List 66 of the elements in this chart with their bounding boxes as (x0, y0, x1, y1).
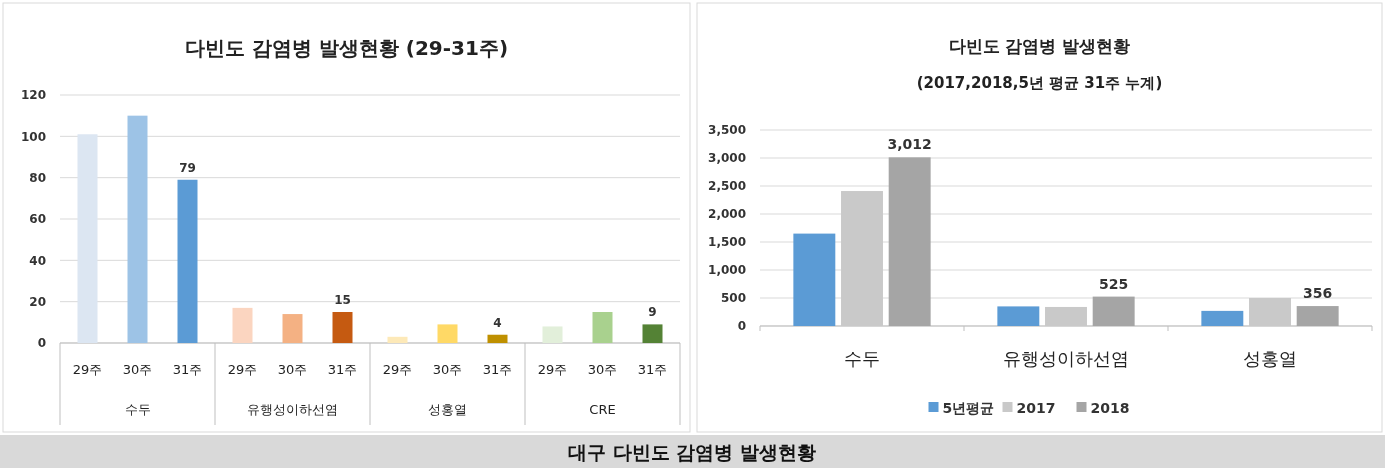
y-tick-label: 20 (29, 294, 46, 309)
text: 29주 (382, 362, 413, 377)
y-tick-label: 3,000 (708, 151, 746, 166)
bar (793, 233, 836, 326)
data-label: 15 (334, 293, 351, 307)
bar (437, 324, 458, 343)
bar (1296, 306, 1339, 326)
bar (232, 307, 253, 343)
text: 31주 (482, 362, 513, 377)
y-tick-label: 2,000 (708, 207, 746, 222)
y-tick-label: 40 (29, 253, 46, 268)
legend-label: 2018 (1090, 399, 1130, 416)
bar (387, 336, 408, 343)
chart-title: 다빈도 감염병 발생현황 (29-31주) (184, 36, 509, 60)
text: 31주 (172, 362, 203, 377)
bar (542, 326, 563, 343)
x-tick-label: 성홍열 (428, 402, 467, 417)
y-tick-label: 0 (737, 319, 746, 334)
data-label: 3,012 (887, 136, 932, 153)
chart-title: 다빈도 감염병 발생현황 (948, 36, 1131, 56)
bar (1201, 310, 1244, 326)
bar (282, 314, 303, 343)
y-tick-label: 60 (29, 212, 46, 227)
text: 30주 (587, 362, 618, 377)
bar (1092, 296, 1135, 326)
bar (888, 157, 931, 326)
text: 대구 다빈도 감염병 발생현황 (568, 441, 816, 463)
bar (177, 179, 198, 343)
y-tick-label: 500 (720, 291, 746, 306)
legend-label: 2017 (1016, 399, 1056, 416)
y-tick-label: 1,000 (708, 263, 746, 278)
y-tick-label: 3,500 (708, 123, 746, 138)
data-label: 356 (1303, 285, 1333, 302)
y-tick-label: 2,500 (708, 179, 746, 194)
text: 31주 (637, 362, 668, 377)
x-tick-label: 수두 (844, 348, 880, 369)
series-label: 29주 (227, 362, 258, 377)
y-tick-label: 100 (20, 129, 46, 144)
text: 30주 (432, 362, 463, 377)
x-tick-label: 수두 (124, 402, 151, 417)
bar (77, 134, 98, 343)
series-label: 30주 (277, 362, 308, 377)
bar (642, 324, 663, 343)
x-tick-label: 유행성이하선염 (1003, 348, 1129, 369)
data-label: 525 (1099, 275, 1129, 292)
series-label: 31주 (327, 362, 358, 377)
x-tick-label: 성홍열 (1243, 348, 1297, 369)
bar (332, 312, 353, 343)
bar (997, 306, 1040, 326)
text: 29주 (72, 362, 103, 377)
data-label: 79 (179, 160, 196, 175)
bar (592, 312, 613, 343)
bar (127, 115, 148, 343)
chart-subtitle: (2017,2018,5년 평균 31주 누계) (916, 74, 1163, 92)
y-tick-label: 1,500 (708, 235, 746, 250)
data-label: 4 (493, 315, 502, 330)
y-tick-label: 80 (29, 170, 46, 185)
legend-label: 5년평균 (942, 399, 995, 416)
data-label: 9 (648, 305, 657, 320)
x-tick-label: 유행성이하선염 (247, 402, 338, 417)
text: 29주 (537, 362, 568, 377)
x-tick-label: CRE (589, 402, 616, 417)
bar (487, 334, 508, 343)
text: 30주 (122, 362, 153, 377)
y-tick-label: 0 (37, 336, 46, 351)
y-tick-label: 120 (20, 88, 46, 103)
